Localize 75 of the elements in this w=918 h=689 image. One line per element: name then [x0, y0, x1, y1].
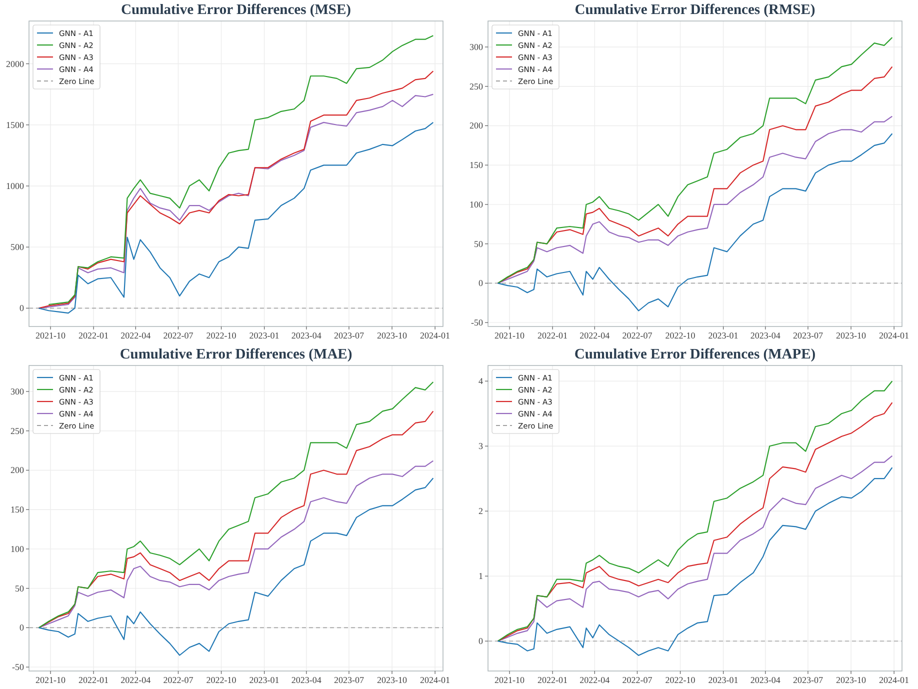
x-tick-label: 2023-10	[836, 330, 867, 340]
y-tick-label: 1000	[6, 180, 24, 191]
x-tick-label: 2022-01	[78, 675, 109, 685]
x-tick-label: 2022-10	[206, 330, 237, 340]
x-tick-label: 2023-04	[291, 675, 322, 685]
y-tick-label: 200	[10, 465, 24, 476]
x-tick-label: 2023-01	[249, 330, 280, 340]
x-tick-label: 2021-10	[494, 675, 526, 685]
y-tick-label: -50	[12, 662, 24, 672]
line-series	[48, 35, 434, 306]
x-tick-label: 2023-01	[708, 330, 738, 340]
x-tick-label: 2022-07	[163, 330, 194, 340]
x-tick-label: 2022-04	[120, 675, 152, 685]
y-tick-label: 300	[10, 386, 24, 396]
y-tick-label: 4	[478, 376, 484, 386]
y-tick-label: 150	[10, 504, 24, 515]
x-tick-label: 2023-07	[334, 330, 364, 340]
y-tick-label: 50	[15, 583, 24, 594]
x-tick-label: 2023-10	[836, 675, 867, 685]
x-tick-label: 2022-10	[665, 675, 696, 685]
x-tick-label: 2022-01	[538, 330, 568, 340]
x-tick-label: 2024-01	[879, 675, 910, 685]
x-tick-label: 2022-01	[538, 675, 568, 685]
y-tick-label: 2	[478, 506, 483, 516]
line-series	[497, 116, 893, 284]
x-tick-label: 2023-01	[708, 675, 738, 685]
line-series	[38, 460, 434, 628]
x-tick-label: 2022-04	[580, 330, 610, 340]
x-tick-label: 2022-10	[665, 330, 696, 340]
x-tick-label: 2022-07	[163, 675, 194, 685]
y-tick-label: 500	[10, 242, 24, 252]
x-tick-label: 2021-10	[494, 330, 526, 340]
x-tick-label: 2023-04	[750, 675, 781, 685]
y-tick-label: -50	[471, 318, 484, 328]
y-tick-label: 0	[478, 636, 484, 646]
y-tick-label: 0	[20, 622, 24, 633]
y-tick-label: 250	[10, 426, 24, 436]
chart-title: Cumulative Error Differences (MAE)	[120, 346, 352, 362]
chart-title: Cumulative Error Differences (RMSE)	[574, 2, 816, 18]
x-tick-label: 2021-10	[36, 330, 66, 340]
x-tick-label: 2022-07	[622, 675, 653, 685]
y-tick-label: 150	[470, 160, 484, 170]
x-tick-label: 2022-10	[206, 675, 237, 685]
chart-title: Cumulative Error Differences (MSE)	[121, 2, 352, 18]
x-tick-label: 2023-10	[377, 330, 408, 340]
y-tick-label: 1	[478, 571, 483, 582]
y-tick-label: 100	[10, 544, 24, 554]
x-tick-label: 2022-04	[580, 675, 610, 685]
x-tick-label: 2023-10	[377, 675, 408, 685]
y-tick-label: 3	[478, 441, 484, 452]
x-tick-label: 2021-10	[36, 675, 66, 685]
x-tick-label: 2024-01	[879, 330, 910, 340]
x-tick-label: 2023-04	[750, 330, 781, 340]
y-tick-label: 100	[470, 199, 484, 210]
x-tick-label: 2022-04	[120, 330, 152, 340]
x-tick-label: 2023-07	[334, 675, 364, 685]
x-tick-label: 2022-01	[78, 330, 109, 340]
y-tick-label: 300	[470, 42, 484, 52]
y-tick-label: 250	[470, 81, 484, 92]
line-series	[497, 133, 893, 312]
y-tick-label: 200	[470, 120, 484, 131]
y-tick-label: 50	[474, 238, 484, 249]
x-tick-label: 2023-07	[792, 675, 824, 685]
y-tick-label: 0	[478, 278, 484, 288]
x-tick-label: 2022-07	[622, 330, 653, 340]
chart-title: Cumulative Error Differences (MAPE)	[574, 346, 816, 362]
x-tick-label: 2024-01	[420, 330, 450, 340]
x-tick-label: 2024-01	[420, 675, 450, 685]
x-tick-label: 2023-01	[249, 675, 280, 685]
line-series	[38, 478, 434, 656]
x-tick-label: 2023-04	[291, 330, 322, 340]
y-tick-label: 0	[20, 303, 24, 314]
x-tick-label: 2023-07	[792, 330, 824, 340]
y-tick-label: 2000	[6, 58, 24, 69]
y-tick-label: 1500	[6, 120, 24, 130]
